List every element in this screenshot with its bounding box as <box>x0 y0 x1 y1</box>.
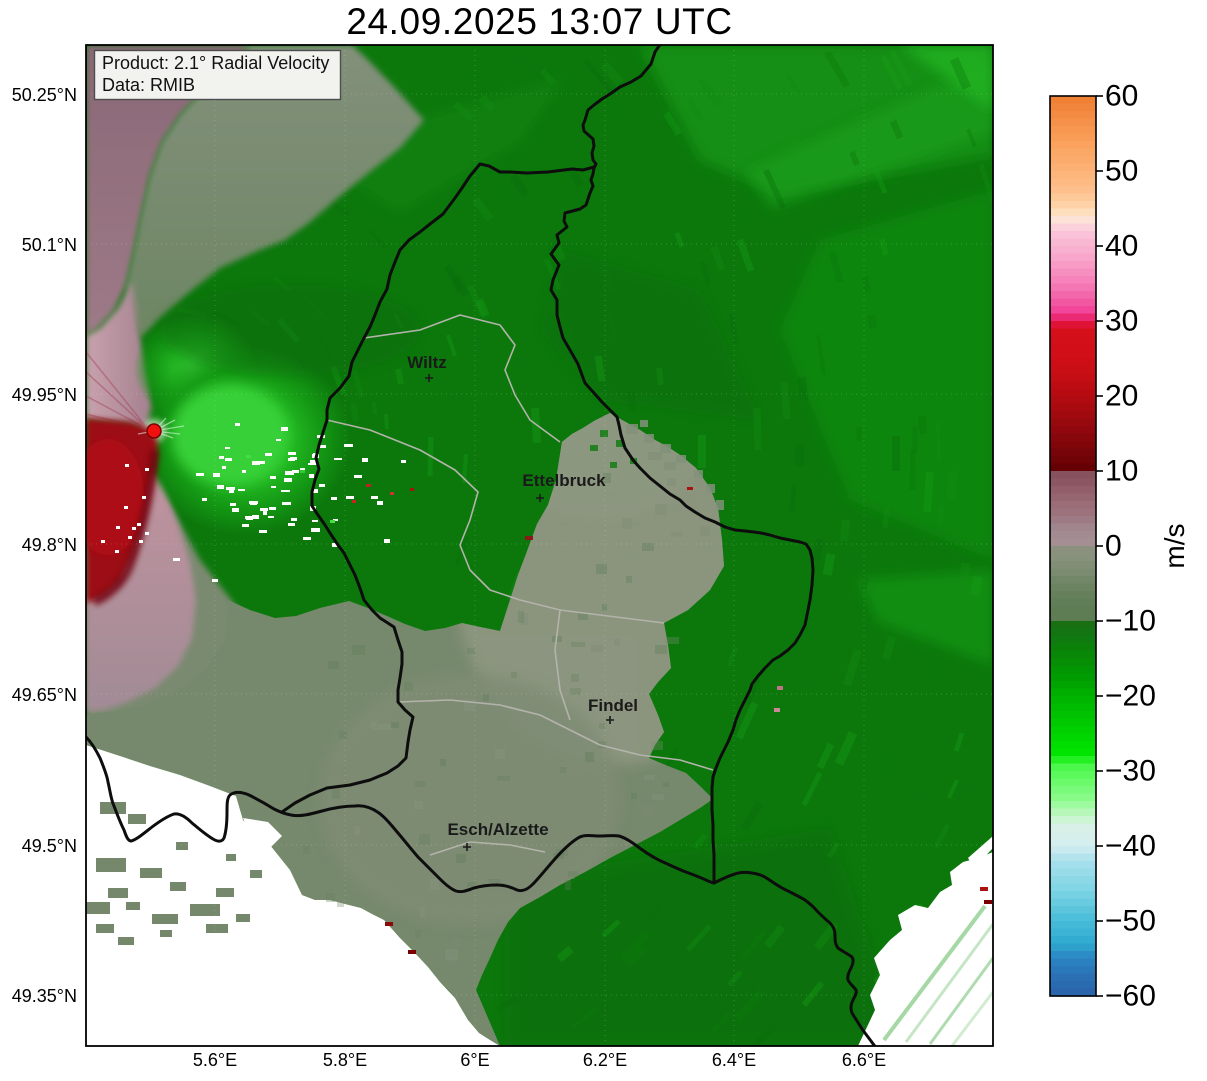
svg-text:−60: −60 <box>1105 980 1156 1013</box>
svg-text:Product: 2.1° Radial Velocity: Product: 2.1° Radial Velocity <box>102 53 329 73</box>
svg-text:Findel: Findel <box>588 696 638 715</box>
svg-text:−40: −40 <box>1105 830 1156 863</box>
svg-text:m/s: m/s <box>1159 523 1190 568</box>
svg-text:10: 10 <box>1105 455 1138 488</box>
svg-text:60: 60 <box>1105 80 1138 113</box>
svg-text:Esch/Alzette: Esch/Alzette <box>447 820 548 839</box>
svg-text:Ettelbruck: Ettelbruck <box>522 471 606 490</box>
svg-text:−10: −10 <box>1105 605 1156 638</box>
svg-text:Data: RMIB: Data: RMIB <box>102 75 195 95</box>
svg-text:50: 50 <box>1105 155 1138 188</box>
svg-text:40: 40 <box>1105 230 1138 263</box>
svg-text:−20: −20 <box>1105 680 1156 713</box>
svg-text:20: 20 <box>1105 380 1138 413</box>
svg-text:Wiltz: Wiltz <box>407 353 447 372</box>
svg-text:−50: −50 <box>1105 905 1156 938</box>
svg-text:30: 30 <box>1105 305 1138 338</box>
svg-text:−30: −30 <box>1105 755 1156 788</box>
svg-text:0: 0 <box>1105 530 1122 563</box>
